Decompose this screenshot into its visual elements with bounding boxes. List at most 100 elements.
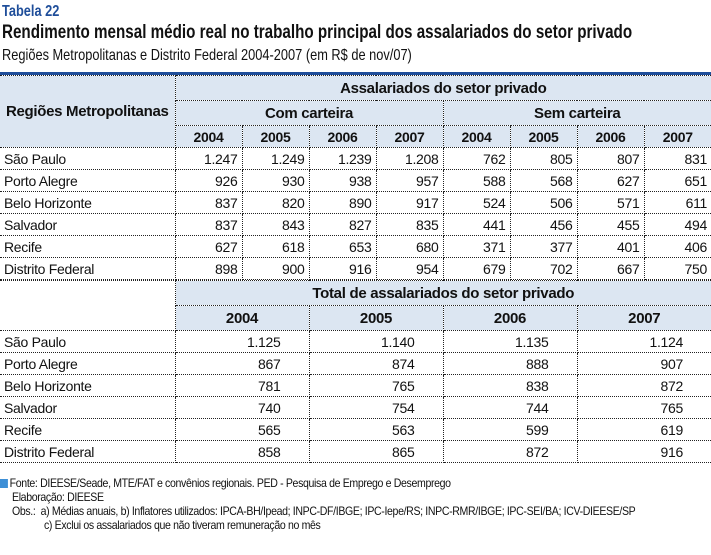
group-header: Total de assalariados do setor privado (174, 280, 711, 306)
page-subtitle-text: Regiões Metropolitanas e Distrito Federa… (2, 47, 412, 64)
value-cell: 765 (576, 396, 711, 419)
value-cell: 781 (174, 374, 310, 397)
value-cell: 957 (375, 169, 444, 192)
region-cell: Belo Horizonte (0, 191, 176, 214)
region-cell: Salvador (0, 213, 176, 236)
region-column-header: Regiões Metropolitanas (0, 75, 176, 148)
value-cell: 872 (442, 440, 578, 463)
value-cell: 954 (375, 257, 444, 280)
value-cell: 872 (576, 374, 711, 397)
value-cell: 898 (174, 257, 243, 280)
value-cell: 805 (509, 147, 578, 170)
table-row: Salvador 837 843 827 835 441 456 455 494 (0, 213, 711, 236)
header-row-group: Regiões Metropolitanas Assalariados do se… (0, 75, 711, 148)
page-title: Rendimento mensal médio real no trabalho… (2, 22, 711, 44)
value-cell: 820 (241, 191, 310, 214)
year-header: 2005 (509, 125, 578, 148)
value-cell: 401 (576, 235, 645, 258)
value-cell: 456 (509, 213, 578, 236)
region-cell: Distrito Federal (0, 440, 176, 463)
value-cell: 874 (308, 352, 444, 375)
table-row: São Paulo 1.247 1.249 1.239 1.208 762 805 807 83… (0, 147, 711, 170)
table-row: Recife 627 618 653 680 371 377 401 406 (0, 235, 711, 258)
page-title-text: Rendimento mensal médio real no trabalho… (2, 22, 633, 43)
region-cell: São Paulo (0, 147, 176, 170)
region-cell: Recife (0, 235, 176, 258)
year-header: 2004 (442, 125, 511, 148)
value-cell: 1.124 (576, 330, 711, 353)
table-number: Tabela 22 (2, 3, 74, 21)
value-cell: 858 (174, 440, 310, 463)
value-cell: 455 (576, 213, 645, 236)
obs-text: Obs.: a) Médias anuais, b) Inflatores ut… (12, 504, 636, 518)
table-row: Belo Horizonte 837 820 890 917 524 506 571 611 (0, 191, 711, 214)
value-cell: 843 (241, 213, 310, 236)
elaboration-text: Elaboração: DIEESE (12, 490, 104, 504)
value-cell: 1.239 (308, 147, 377, 170)
source-text: Fonte: DIEESE/Seade, MTE/FAT e convênios… (9, 476, 451, 490)
table-row: Belo Horizonte 781 765 838 872 (0, 374, 711, 397)
source-note: Fonte: DIEESE/Seade, MTE/FAT e convênios… (0, 476, 711, 490)
value-cell: 1.135 (442, 330, 578, 353)
value-cell: 611 (643, 191, 711, 214)
value-cell: 837 (174, 191, 243, 214)
elaboration-note: Elaboração: DIEESE (0, 490, 711, 504)
value-cell: 865 (308, 440, 444, 463)
value-cell: 563 (308, 418, 444, 441)
value-cell: 1.247 (174, 147, 243, 170)
sub-header: Com carteira (175, 100, 444, 126)
value-cell: 1.140 (308, 330, 444, 353)
year-header: 2007 (375, 125, 444, 148)
value-cell: 406 (643, 235, 711, 258)
table-row: Porto Alegre 926 930 938 957 588 568 627 651 (0, 169, 711, 192)
value-cell: 619 (576, 418, 711, 441)
year-header: 2004 (175, 125, 243, 148)
footnotes: Fonte: DIEESE/Seade, MTE/FAT e convênios… (0, 476, 711, 532)
table-row: Distrito Federal 858 865 872 916 (0, 440, 711, 463)
value-cell: 867 (174, 352, 310, 375)
value-cell: 1.125 (174, 330, 310, 353)
value-cell: 750 (643, 257, 711, 280)
value-cell: 807 (576, 147, 645, 170)
table-number-text: Tabela 22 (2, 3, 60, 20)
year-header: 2005 (308, 305, 444, 331)
value-cell: 494 (643, 213, 711, 236)
value-cell: 506 (509, 191, 578, 214)
value-cell: 679 (442, 257, 511, 280)
year-header: 2004 (175, 305, 310, 331)
header-row-group: Total de assalariados do setor privado (0, 280, 711, 331)
region-cell: São Paulo (0, 330, 176, 353)
value-cell: 744 (442, 396, 578, 419)
value-cell: 916 (308, 257, 377, 280)
value-cell: 441 (442, 213, 511, 236)
value-cell: 837 (174, 213, 243, 236)
value-cell: 907 (576, 352, 711, 375)
value-cell: 938 (308, 169, 377, 192)
table-total: Total de assalariados do setor privado 20… (0, 280, 711, 463)
header-row-sub: Com carteira Sem carteira (0, 100, 711, 126)
value-cell: 890 (308, 191, 377, 214)
value-cell: 765 (308, 374, 444, 397)
value-cell: 524 (442, 191, 511, 214)
header-row-years: 2004 2005 2006 2007 (0, 305, 711, 331)
region-cell: Porto Alegre (0, 169, 176, 192)
group-header: Assalariados do setor privado (174, 75, 711, 101)
value-cell: 588 (442, 169, 511, 192)
value-cell: 627 (576, 169, 645, 192)
value-cell: 831 (643, 147, 711, 170)
year-header: 2006 (308, 125, 377, 148)
value-cell: 651 (643, 169, 711, 192)
value-cell: 653 (308, 235, 377, 258)
value-cell: 1.208 (375, 147, 444, 170)
value-cell: 667 (576, 257, 645, 280)
sub-header: Sem carteira (442, 100, 711, 126)
value-cell: 827 (308, 213, 377, 236)
table-row: São Paulo 1.125 1.140 1.135 1.124 (0, 330, 711, 353)
year-header: 2005 (241, 125, 310, 148)
value-cell: 1.249 (241, 147, 310, 170)
value-cell: 916 (576, 440, 711, 463)
obs-c-text: c) Exclui os assalariados que não tivera… (44, 518, 321, 532)
region-cell: Distrito Federal (0, 257, 176, 280)
value-cell: 702 (509, 257, 578, 280)
obs-c-note: c) Exclui os assalariados que não tivera… (0, 518, 711, 532)
